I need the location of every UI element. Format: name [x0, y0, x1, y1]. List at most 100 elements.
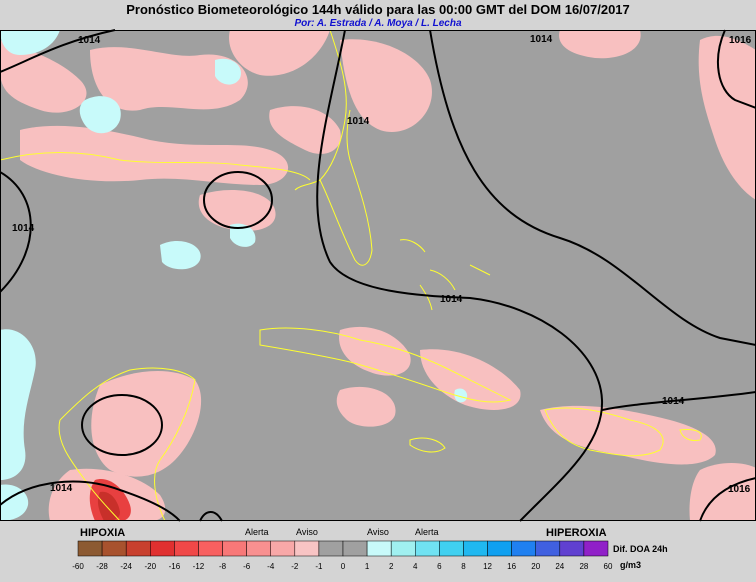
colorbar-tick-label: -12: [193, 562, 205, 571]
colorbar-tick-label: 1: [365, 562, 370, 571]
colorbar-tick-label: 6: [437, 562, 442, 571]
colorbar-swatch: [463, 540, 488, 557]
legend-alert: Alerta: [245, 527, 269, 537]
legend-variable: Dif. DOA 24h: [613, 544, 668, 554]
cyan-areas-shape: [160, 240, 201, 270]
cyan-areas-shape: [0, 30, 60, 55]
isobars-shape: [0, 29, 116, 73]
isobar-label: 1014: [347, 116, 370, 127]
isobars-shape: [717, 29, 756, 109]
colorbar-swatch: [174, 540, 199, 557]
colorbar-swatch: [535, 540, 561, 557]
isobar-label: 1016: [729, 35, 752, 46]
legend-unit: g/m3: [620, 560, 641, 570]
colorbar-tick-label: 2: [389, 562, 394, 571]
isobar-label: 1014: [662, 396, 685, 407]
colorbar-tick-label: -28: [96, 562, 108, 571]
isobar-label: 1014: [530, 34, 553, 45]
isobars-shape: [0, 480, 181, 522]
legend-warning: Aviso: [367, 527, 389, 537]
colorbar-swatch: [270, 540, 296, 557]
colorbar-swatch: [198, 540, 223, 557]
coastlines-shape: [58, 419, 121, 522]
coastlines-shape: [319, 109, 373, 266]
isobars-shape: [601, 391, 756, 411]
title: Pronóstico Biometeorológico 144h válido …: [126, 2, 630, 17]
colorbar-swatch: [318, 540, 344, 557]
colorbar-tick-label: 8: [461, 562, 466, 571]
pink-areas-shape: [90, 47, 248, 111]
colorbar-swatch: [415, 540, 440, 557]
isobar-label: 1014: [12, 223, 35, 234]
dark-red-area: [97, 491, 120, 521]
cyan-areas-shape: [0, 484, 29, 521]
colorbar-tick-label: -4: [267, 562, 275, 571]
cyan-areas-shape: [0, 329, 36, 480]
pink-areas-shape: [91, 370, 202, 477]
legend-left-title: HIPOXIA: [80, 527, 125, 539]
colorbar-swatch: [125, 540, 151, 557]
colorbar-tick-label: -16: [169, 562, 181, 571]
pink-areas-shape: [540, 405, 716, 465]
coastlines: [0, 29, 702, 522]
pink-areas-shape: [340, 39, 432, 132]
colorbar-swatch: [366, 540, 392, 557]
colorbar-swatch: [439, 540, 464, 557]
coastlines-shape: [294, 29, 347, 191]
cyan-areas-shape: [230, 223, 256, 247]
colorbar-tick-label: 12: [483, 562, 492, 571]
pink-areas-shape: [20, 125, 289, 185]
colorbar-tick-label: 4: [413, 562, 418, 571]
colorbar-swatch: [77, 540, 103, 557]
pink-areas-shape: [229, 30, 330, 76]
colorbar-swatch: [150, 540, 175, 557]
colorbar-tick-label: -2: [291, 562, 299, 571]
colorbar-swatch: [487, 540, 512, 557]
pink-areas-shape: [0, 40, 87, 113]
colorbar-swatch: [222, 540, 247, 557]
legend-right-title: HIPEROXIA: [546, 527, 607, 539]
pink-areas-shape: [336, 386, 396, 427]
colorbar-tick-label: 24: [555, 562, 564, 571]
colorbar-tick-label: 60: [604, 562, 613, 571]
isobars-shape: [199, 511, 223, 522]
isobars-shape: [699, 477, 756, 522]
colorbar-tick-label: -6: [243, 562, 251, 571]
colorbar-swatch: [390, 540, 416, 557]
pink-areas-shape: [198, 190, 276, 231]
coastlines-shape: [0, 152, 311, 181]
isobars: [0, 29, 756, 522]
colorbar-swatch: [101, 540, 127, 557]
isobars-shape: [203, 171, 273, 229]
coastlines-shape: [399, 239, 491, 311]
coastlines-shape: [679, 429, 702, 441]
colorbar-tick-label: 0: [341, 562, 346, 571]
colorbar-swatch: [294, 540, 320, 557]
colorbar-tick-label: 20: [531, 562, 540, 571]
cyan-areas-shape: [215, 58, 241, 85]
legend-warning: Aviso: [296, 527, 318, 537]
colorbar-tick-label: -8: [219, 562, 227, 571]
isobars-shape: [316, 29, 604, 522]
coastlines-shape: [409, 437, 446, 453]
colorbar-tick-label: -1: [315, 562, 323, 571]
colorbar-swatch: [511, 540, 536, 557]
isobar-label: 1014: [440, 294, 463, 305]
pink-areas-shape: [698, 35, 756, 200]
isobars-shape: [0, 171, 32, 293]
isobar-label: 1016: [728, 484, 751, 495]
legend: HIPOXIA HIPEROXIA Alerta Aviso Aviso Ale…: [72, 527, 667, 571]
colorbar-swatch: [342, 540, 368, 557]
colorbar-tick-label: -24: [120, 562, 132, 571]
coastlines-shape: [59, 367, 196, 522]
colorbar-tick-label: -20: [144, 562, 156, 571]
map: 1014 1014 1016 1014 1014 1014 1014 1014 …: [0, 29, 756, 522]
isobars-shape: [429, 29, 756, 346]
pink-areas-shape: [559, 30, 641, 59]
isobar-labels: 1014 1014 1016 1014 1014 1014 1014 1014 …: [12, 34, 752, 495]
colorbar-swatch: [246, 540, 271, 557]
colorbar-tick-label: 28: [579, 562, 588, 571]
coastlines-shape: [544, 407, 664, 457]
cyan-areas: [0, 30, 468, 521]
